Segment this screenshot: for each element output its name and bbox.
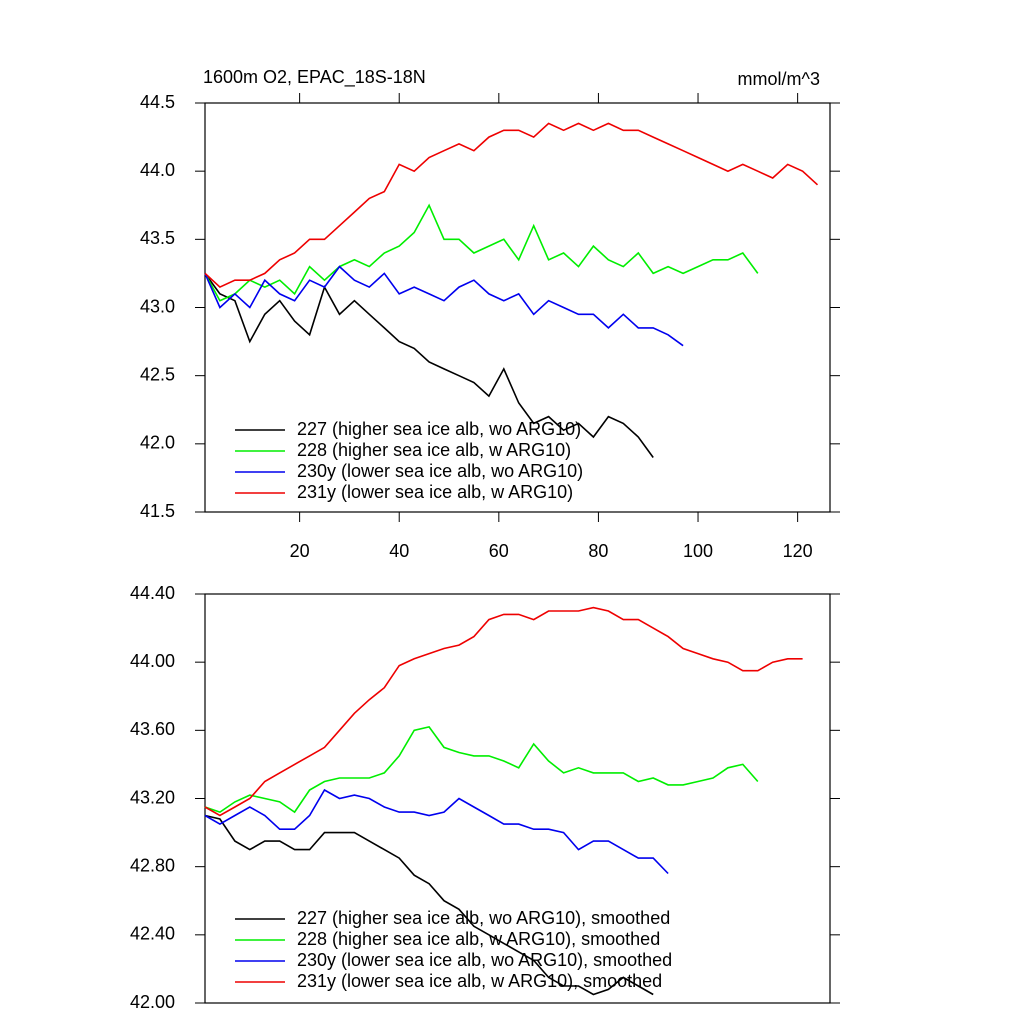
- series-line: [204, 122, 819, 289]
- y-tick-label: 44.0: [140, 160, 175, 180]
- x-tick-label: 80: [588, 541, 608, 561]
- legend-label: 228 (higher sea ice alb, w ARG10), smoot…: [297, 929, 660, 949]
- x-tick-label: 40: [389, 541, 409, 561]
- series-line: [204, 726, 759, 814]
- series-line: [204, 814, 654, 996]
- y-tick-label: 42.0: [140, 433, 175, 453]
- x-tick-label: 20: [290, 541, 310, 561]
- x-tick-label: 100: [683, 541, 713, 561]
- chart-title: 1600m O2, EPAC_18S-18N: [203, 67, 426, 88]
- y-tick-label: 42.40: [130, 924, 175, 944]
- legend-label: 228 (higher sea ice alb, w ARG10): [297, 440, 571, 460]
- y-tick-label: 42.00: [130, 992, 175, 1012]
- series-line: [204, 788, 669, 875]
- series-line: [204, 272, 654, 458]
- units-label: mmol/m^3: [738, 69, 820, 89]
- y-tick-label: 44.5: [140, 92, 175, 112]
- y-tick-label: 42.5: [140, 364, 175, 384]
- y-tick-label: 41.5: [140, 501, 175, 521]
- y-tick-label: 43.5: [140, 228, 175, 248]
- legend-label: 230y (lower sea ice alb, wo ARG10): [297, 461, 583, 481]
- y-tick-label: 43.60: [130, 719, 175, 739]
- y-tick-label: 43.0: [140, 296, 175, 316]
- legend-label: 227 (higher sea ice alb, wo ARG10): [297, 419, 581, 439]
- legend-label: 227 (higher sea ice alb, wo ARG10), smoo…: [297, 908, 670, 928]
- legend-label: 231y (lower sea ice alb, w ARG10), smoot…: [297, 971, 662, 991]
- y-tick-label: 44.00: [130, 651, 175, 671]
- legend-label: 231y (lower sea ice alb, w ARG10): [297, 482, 573, 502]
- x-tick-label: 120: [783, 541, 813, 561]
- x-tick-label: 60: [489, 541, 509, 561]
- series-line: [204, 203, 759, 302]
- y-tick-label: 42.80: [130, 855, 175, 875]
- series-line: [204, 265, 684, 347]
- series-line: [204, 606, 803, 817]
- y-tick-label: 44.40: [130, 583, 175, 603]
- y-tick-label: 43.20: [130, 787, 175, 807]
- legend-label: 230y (lower sea ice alb, wo ARG10), smoo…: [297, 950, 672, 970]
